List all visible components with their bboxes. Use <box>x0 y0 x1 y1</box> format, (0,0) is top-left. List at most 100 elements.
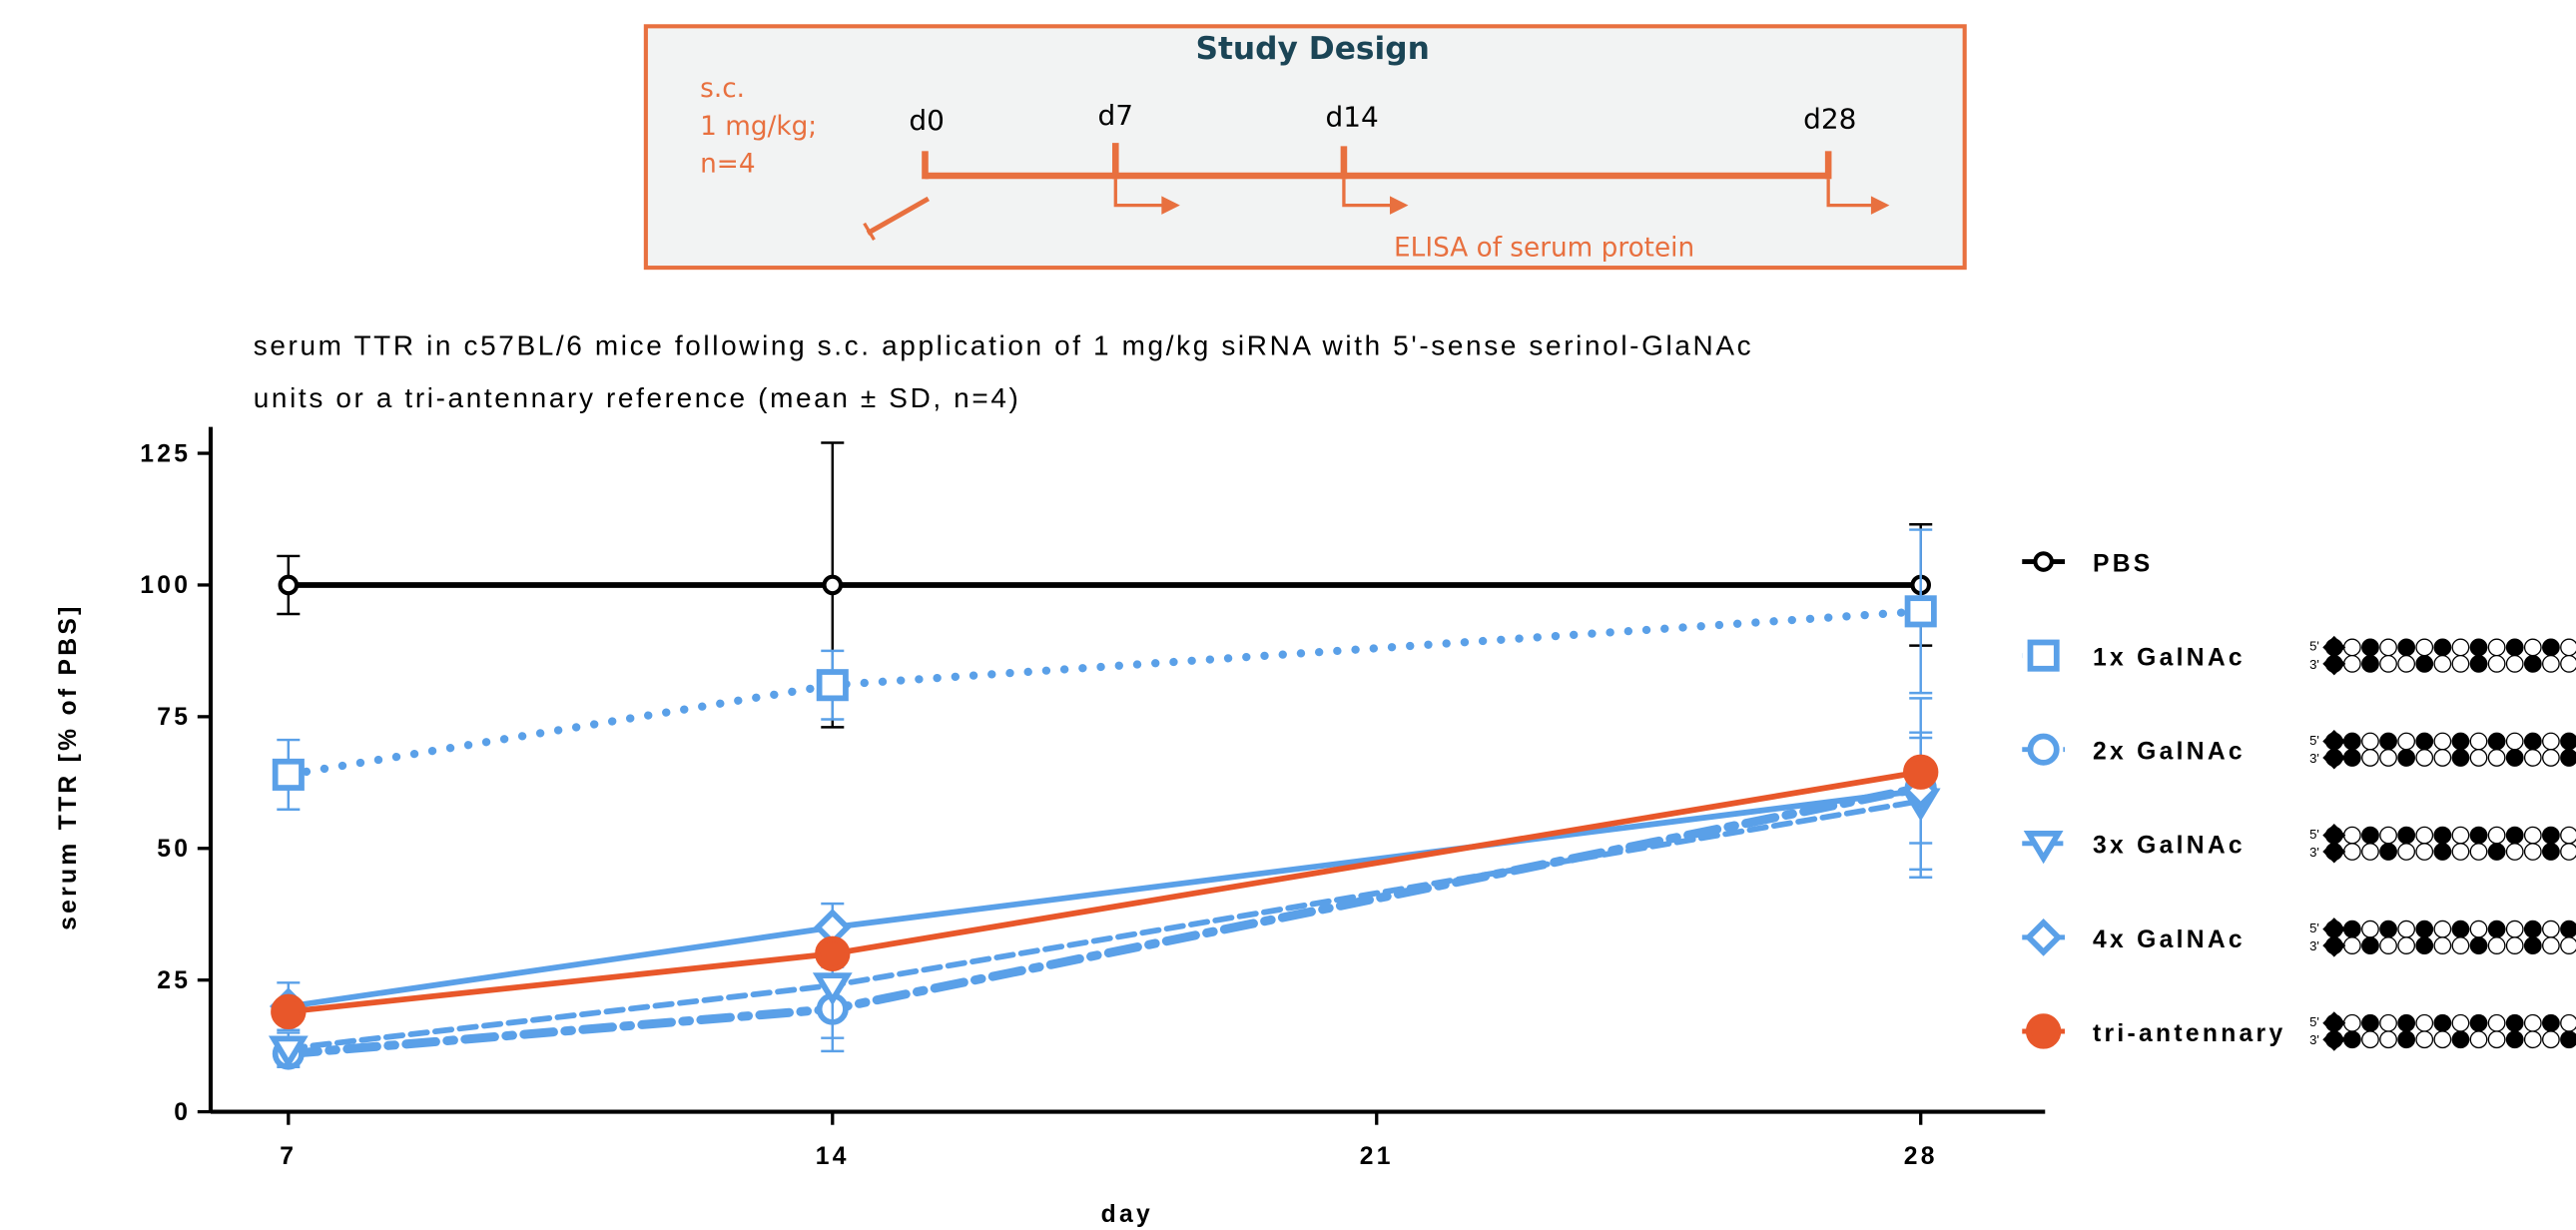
nucleotide <box>2560 826 2576 845</box>
nucleotide <box>2469 638 2488 657</box>
nucleotide <box>2379 1013 2397 1032</box>
legend-item: PBS <box>2022 550 2150 577</box>
nucleotide <box>2542 826 2560 845</box>
y-tick-label: 75 <box>157 704 191 731</box>
nucleotide <box>2487 843 2506 861</box>
nucleotide <box>2542 638 2560 657</box>
nucleotide <box>2560 936 2576 954</box>
nucleotide <box>2542 843 2560 861</box>
nucleotide <box>2397 654 2416 673</box>
legend-marker <box>2024 919 2063 956</box>
nucleotide <box>2469 920 2488 938</box>
nucleotide <box>2523 1013 2542 1032</box>
nucleotide <box>2560 1030 2576 1049</box>
y-tick-label: 25 <box>157 967 191 994</box>
nucleotide <box>2379 920 2397 938</box>
nucleotide <box>2542 749 2560 767</box>
timepoint: d28 <box>1803 102 1856 135</box>
nucleotide <box>2542 732 2560 751</box>
nucleotide <box>2379 1030 2397 1049</box>
nucleotide <box>2361 732 2379 751</box>
nucleotide <box>2433 920 2452 938</box>
dose-line: s.c. <box>700 74 745 104</box>
legend-label: 2x GalNAc <box>2093 739 2246 766</box>
legend-marker <box>2027 639 2060 672</box>
nucleotide <box>2342 732 2361 751</box>
nucleotide <box>2397 749 2416 767</box>
nucleotide <box>2505 749 2524 767</box>
nucleotide <box>2523 936 2542 954</box>
timepoint: d7 <box>1098 99 1134 132</box>
nucleotide <box>2469 1030 2488 1049</box>
nucleotide <box>2469 843 2488 861</box>
nucleotide <box>2415 654 2434 673</box>
nucleotide <box>2560 638 2576 657</box>
nucleotide <box>2361 1030 2379 1049</box>
nucleotide <box>2415 843 2434 861</box>
nucleotide <box>2415 826 2434 845</box>
nucleotide <box>2469 936 2488 954</box>
nucleotide <box>2397 920 2416 938</box>
nucleotide <box>2415 638 2434 657</box>
nucleotide <box>2505 920 2524 938</box>
nucleotide <box>2342 1030 2361 1049</box>
nucleotide <box>2560 920 2576 938</box>
legend-label: tri-antennary <box>2093 1020 2285 1047</box>
nucleotide <box>2433 638 2452 657</box>
series <box>271 754 1939 1030</box>
marker <box>271 993 307 1030</box>
marker <box>268 1035 309 1069</box>
nucleotide <box>2342 1013 2361 1032</box>
nucleotide <box>2542 654 2560 673</box>
x-tick-label: 28 <box>1904 1143 1938 1170</box>
strand-end: 5' <box>2309 827 2319 842</box>
nucleotide <box>2523 1030 2542 1049</box>
strand-end: 3' <box>2309 938 2319 953</box>
nucleotide <box>2342 936 2361 954</box>
nucleotide <box>2415 749 2434 767</box>
nucleotide <box>2560 843 2576 861</box>
nucleotide <box>2505 1013 2524 1032</box>
nucleotide <box>2433 936 2452 954</box>
nucleotide <box>2415 1013 2434 1032</box>
nucleotide <box>2560 1013 2576 1032</box>
strand-end: 5' <box>2309 1014 2319 1029</box>
nucleotide <box>2361 638 2379 657</box>
dose-line: 1 mg/kg; <box>700 112 817 142</box>
nucleotide <box>2361 654 2379 673</box>
nucleotide <box>2342 638 2361 657</box>
nucleotide <box>2523 920 2542 938</box>
nucleotide <box>2342 920 2361 938</box>
nucleotide <box>2487 936 2506 954</box>
legend-item: 4x GalNAc 5' 3' <box>2022 918 2576 957</box>
nucleotide <box>2523 749 2542 767</box>
legend-marker <box>2027 733 2060 766</box>
nucleotide <box>2542 920 2560 938</box>
nucleotide <box>2451 1013 2470 1032</box>
nucleotide <box>2361 843 2379 861</box>
series <box>272 697 1937 1070</box>
strand-end: 5' <box>2309 733 2319 748</box>
nucleotide <box>2451 732 2470 751</box>
nucleotide <box>2415 1030 2434 1049</box>
nucleotide <box>2361 1013 2379 1032</box>
nucleotide <box>2433 732 2452 751</box>
ligand <box>2322 824 2346 864</box>
timeline <box>922 143 1832 180</box>
nucleotide <box>2379 749 2397 767</box>
y-tick-label: 100 <box>140 572 191 599</box>
nucleotide <box>2379 654 2397 673</box>
nucleotide <box>2487 654 2506 673</box>
legend-marker <box>2033 551 2054 572</box>
ligand <box>2322 635 2346 676</box>
x-tick-label: 14 <box>816 1143 850 1170</box>
nucleotide <box>2523 654 2542 673</box>
nucleotide <box>2433 654 2452 673</box>
nucleotide <box>2379 826 2397 845</box>
legend-item: 3x GalNAc 5' 3' <box>2022 824 2576 865</box>
series <box>272 528 1937 811</box>
marker <box>822 574 844 596</box>
legend-item: tri-antennary 5' 3' <box>2022 1011 2576 1051</box>
ligand <box>2322 918 2346 957</box>
